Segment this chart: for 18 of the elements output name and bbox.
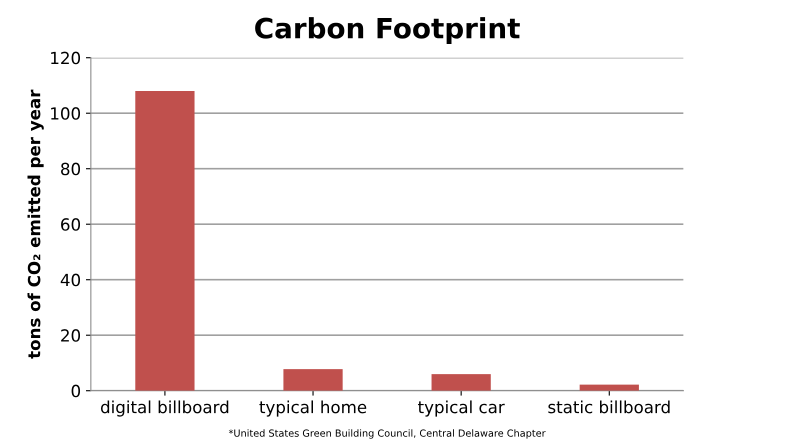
bar [432, 374, 491, 391]
y-tick-label: 120 [51, 52, 80, 64]
bar [135, 91, 195, 391]
y-tick-label: 100 [51, 107, 80, 120]
y-axis-title: tons of CO₂ emitted per year [28, 90, 44, 359]
x-tick-label: static billboard [548, 400, 670, 414]
bar [580, 384, 639, 391]
x-tick-label: digital billboard [100, 400, 228, 417]
y-tick-label: 60 [61, 218, 80, 231]
x-tick-label: typical car [418, 400, 505, 417]
chart-title: Carbon Footprint [255, 17, 520, 44]
bar [283, 369, 343, 391]
x-tick-label: typical home [259, 400, 366, 417]
y-tick-label: 0 [72, 384, 80, 398]
y-tick-label: 40 [60, 274, 80, 286]
y-tick-label: 80 [61, 162, 80, 176]
y-tick-label: 20 [61, 329, 80, 342]
text: *United States Green Building Council, Central Delaware Chapter [228, 429, 546, 439]
